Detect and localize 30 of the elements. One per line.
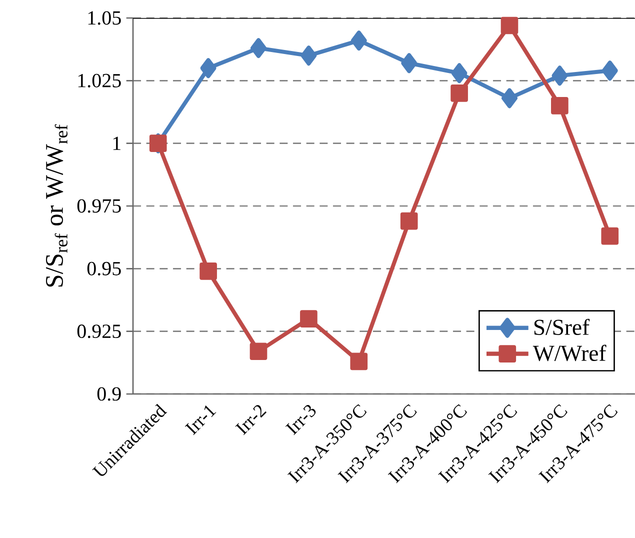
point <box>602 60 618 81</box>
point <box>250 38 266 58</box>
point <box>400 212 418 230</box>
point <box>250 342 268 360</box>
point <box>200 58 216 78</box>
point <box>551 97 568 114</box>
y-tick-label: 1.025 <box>78 74 121 88</box>
legend-label: W/Wref <box>532 344 606 362</box>
point <box>300 310 318 328</box>
y-tick-label: 0.975 <box>77 199 121 213</box>
point <box>300 46 317 66</box>
x-tick-label: Irr-1 <box>184 405 216 436</box>
y-tick-label: 0.95 <box>87 262 121 276</box>
y-tick-label: 0.925 <box>77 324 121 338</box>
point <box>401 53 418 74</box>
point <box>501 88 518 108</box>
legend-label: S/Sref <box>534 318 590 336</box>
point <box>451 63 468 84</box>
x-tick-label: Irr-2 <box>235 405 267 436</box>
y-tick-label: 1.05 <box>88 11 121 25</box>
point <box>350 352 368 370</box>
point <box>552 66 568 86</box>
y-axis-title: S/S$_{ref}$ or W/W$_{ref}$ <box>46 124 68 287</box>
point <box>200 262 217 280</box>
y-tick-label: 1 <box>113 136 120 150</box>
y-tick-label: 0.9 <box>97 387 121 401</box>
point <box>500 16 518 34</box>
point <box>450 84 468 102</box>
point <box>350 30 367 51</box>
point <box>601 227 619 245</box>
